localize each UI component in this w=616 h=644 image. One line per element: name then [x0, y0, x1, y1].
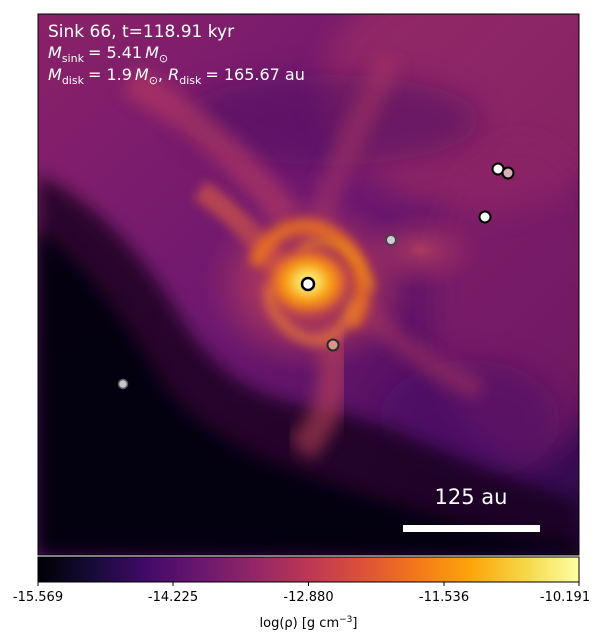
- scale-bar-line: [403, 525, 540, 532]
- colorbar-tick-0: -15.569: [13, 590, 63, 605]
- sink-upper-right-2: [501, 166, 515, 180]
- annotation-sink-mass: Msink = 5.41 M⊙: [48, 43, 168, 65]
- colorbar-tick-3: -11.536: [419, 590, 469, 605]
- sink-lower-center: [326, 338, 340, 352]
- sink-right: [478, 210, 492, 224]
- sink-center-right: [385, 234, 397, 246]
- sink-primary: [300, 276, 316, 292]
- colorbar-tick-1: -14.225: [148, 590, 198, 605]
- scale-bar-label: 125 au: [435, 485, 508, 509]
- colorbar: -15.569 -14.225 -12.880 -11.536 -10.191 …: [13, 556, 590, 631]
- colorbar-gradient: [37, 556, 580, 583]
- annotation-disk-props: Mdisk = 1.9 M⊙, Rdisk = 165.67 au: [48, 65, 305, 87]
- colorbar-tick-2: -12.880: [283, 590, 333, 605]
- sink-left: [117, 378, 129, 390]
- annotation: Sink 66, t=118.91 kyr Msink = 5.41 M⊙ Mdis…: [48, 22, 305, 87]
- panel-frame: [37, 13, 580, 556]
- annotation-line1: Sink 66, t=118.91 kyr: [48, 22, 234, 42]
- scale-bar: 125 au: [403, 485, 540, 532]
- colorbar-tick-4: -10.191: [540, 590, 590, 605]
- colorbar-label: log(ρ) [g cm−3]: [260, 615, 358, 631]
- sinks: [117, 162, 515, 390]
- density-map: Sink 66, t=118.91 kyr Msink = 5.41 M⊙ Mdis…: [38, 14, 579, 555]
